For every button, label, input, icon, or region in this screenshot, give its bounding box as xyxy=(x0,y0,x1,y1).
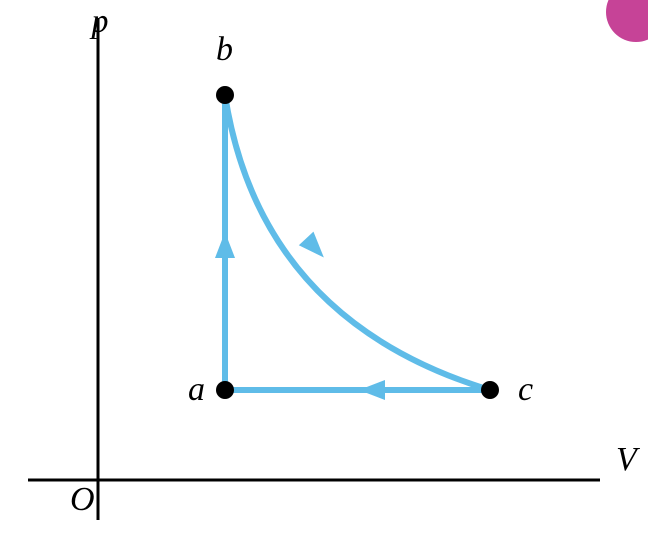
y-axis-label: p xyxy=(90,3,109,40)
node-c-label: c xyxy=(518,371,533,408)
pv-diagram: abcpVO xyxy=(0,0,648,542)
node-b-label: b xyxy=(216,31,233,68)
origin-label: O xyxy=(70,481,95,518)
node-a xyxy=(216,381,234,399)
node-a-label: a xyxy=(188,371,205,408)
node-b xyxy=(216,86,234,104)
node-c xyxy=(481,381,499,399)
